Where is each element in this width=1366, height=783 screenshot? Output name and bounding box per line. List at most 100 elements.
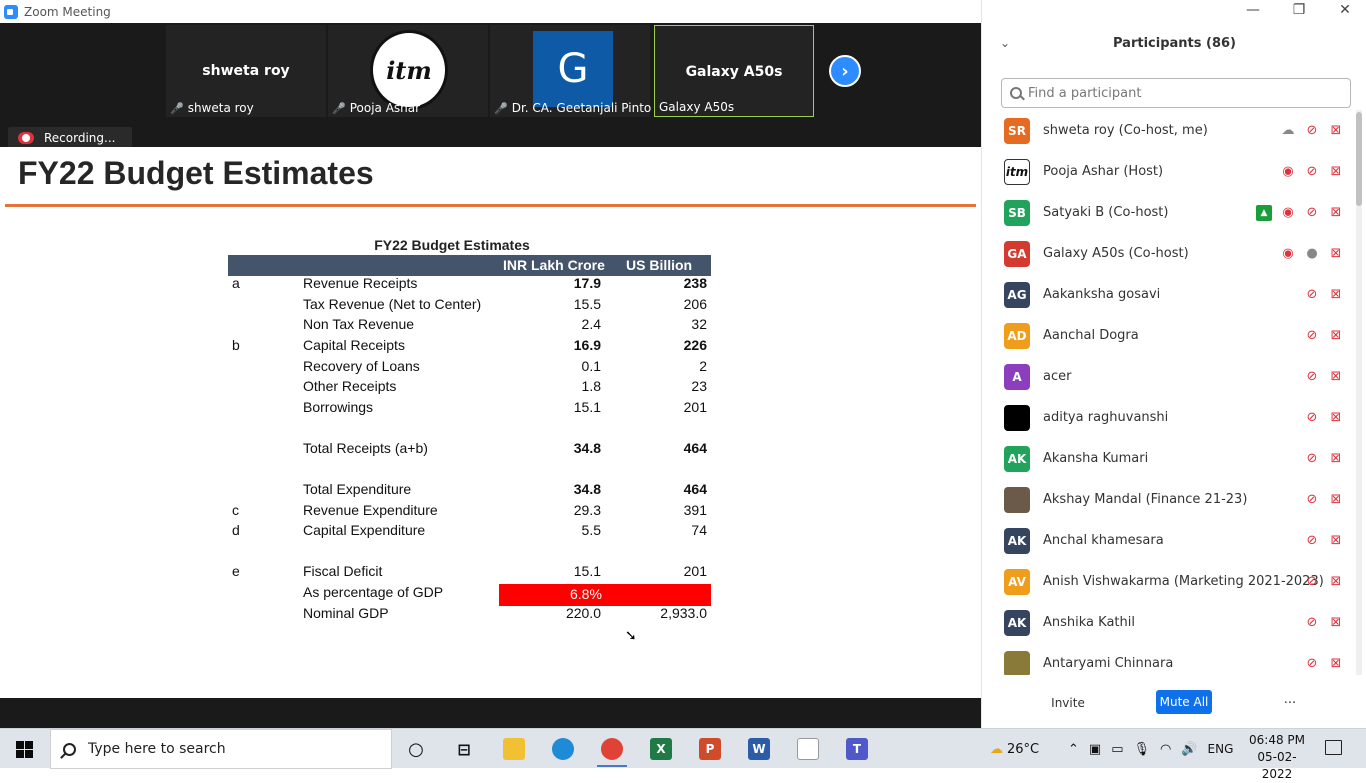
participant-row[interactable]: itm Pooja Ashar (Host) ◉ ⊘ ⊠ xyxy=(982,151,1354,192)
participant-name: Pooja Ashar (Host) xyxy=(1043,164,1164,179)
recording-indicator[interactable]: Recording... xyxy=(8,127,132,149)
participant-row[interactable]: GA Galaxy A50s (Co-host) ◉ ● ⊠ xyxy=(982,233,1354,274)
teams-icon[interactable]: T xyxy=(846,738,868,760)
mic-muted-icon: ⊘ xyxy=(1306,204,1318,220)
participant-name: Aanchal Dogra xyxy=(1043,328,1139,343)
microphone-icon[interactable]: 🎙 xyxy=(1133,741,1151,757)
taskbar-clock[interactable]: 06:48 PM 05-02-2022 xyxy=(1244,732,1310,783)
tile-label: 🎤 Dr. CA. Geetanjali Pinto xyxy=(494,101,651,115)
notepad-icon[interactable] xyxy=(797,738,819,760)
close-icon[interactable]: ✕ xyxy=(1339,2,1351,18)
table-cell: 5.5 xyxy=(581,522,601,538)
table-cell: Revenue Expenditure xyxy=(303,502,438,518)
chrome-icon[interactable] xyxy=(597,738,627,767)
table-cell: Recovery of Loans xyxy=(303,358,420,374)
participant-search-input[interactable]: Find a participant xyxy=(1001,78,1351,108)
minimize-icon[interactable]: — xyxy=(1246,2,1260,18)
participant-row[interactable]: AD Aanchal Dogra ⊘ ⊠ xyxy=(982,315,1354,356)
excel-icon[interactable]: X xyxy=(650,738,672,760)
mic-muted-icon: ⊘ xyxy=(1306,286,1318,302)
table-header: INR Lakh Crore US Billion xyxy=(228,255,711,276)
participant-scrollbar[interactable] xyxy=(1356,110,1362,675)
mic-muted-icon: ⊘ xyxy=(1306,163,1318,179)
participant-name: shweta roy (Co-host, me) xyxy=(1043,123,1208,138)
table-cell: 23 xyxy=(691,378,707,394)
panel-footer: Invite Mute All ... xyxy=(982,688,1366,716)
word-icon[interactable]: W xyxy=(748,738,770,760)
table-row: As percentage of GDP xyxy=(228,584,711,604)
table-cell: 74 xyxy=(691,522,707,538)
participant-row[interactable]: SB Satyaki B (Co-host) ▲ ◉ ⊘ ⊠ xyxy=(982,192,1354,233)
notification-icon[interactable] xyxy=(1325,740,1342,755)
chevron-up-icon[interactable]: ⌃ xyxy=(1068,741,1079,757)
participant-row[interactable]: AG Aakanksha gosavi ⊘ ⊠ xyxy=(982,274,1354,315)
window-controls: — ❐ ✕ xyxy=(1246,2,1352,18)
wifi-icon[interactable]: ◠ xyxy=(1160,741,1172,757)
participant-name: Akshay Mandal (Finance 21-23) xyxy=(1043,492,1248,507)
table-cell: d xyxy=(232,522,240,538)
table-cell: b xyxy=(232,337,240,353)
chevron-down-icon[interactable]: ⌄ xyxy=(1000,36,1011,50)
edge-icon[interactable] xyxy=(552,738,574,760)
file-explorer-icon[interactable] xyxy=(503,738,525,760)
avatar: SB xyxy=(1004,199,1030,226)
avatar: A xyxy=(1004,363,1030,390)
table-row: e Fiscal Deficit 15.1 201 xyxy=(228,563,711,583)
next-page-button[interactable]: › xyxy=(829,55,861,87)
table-cell: 201 xyxy=(683,563,707,579)
mic-muted-icon: ⊘ xyxy=(1306,491,1318,507)
participant-row[interactable]: SR shweta roy (Co-host, me) ☁ ⊘ ⊠ xyxy=(982,110,1354,151)
video-off-icon: ⊠ xyxy=(1330,286,1342,302)
participant-name: Satyaki B (Co-host) xyxy=(1043,205,1169,220)
participant-row[interactable]: AV Anish Vishwakarma (Marketing 2021-2023… xyxy=(982,561,1354,602)
participant-row[interactable]: AK Akansha Kumari ⊘ ⊠ xyxy=(982,438,1354,479)
participant-name: Anshika Kathil xyxy=(1043,615,1135,630)
search-icon xyxy=(63,742,76,756)
taskbar-search-input[interactable]: Type here to search xyxy=(50,729,392,769)
video-tile-shweta[interactable]: shweta roy 🎤 shweta roy xyxy=(166,25,326,117)
cortana-icon[interactable]: ○ xyxy=(408,738,424,760)
windows-start-icon[interactable] xyxy=(16,741,33,758)
video-tile-pooja[interactable]: itm 🎤 Pooja Ashar xyxy=(328,25,488,117)
participant-row[interactable]: Antaryami Chinnara ⊘ ⊠ xyxy=(982,643,1354,675)
participant-row[interactable]: AK Anshika Kathil ⊘ ⊠ xyxy=(982,602,1354,643)
participant-row[interactable]: AK Anchal khamesara ⊘ ⊠ xyxy=(982,520,1354,561)
slide-title: FY22 Budget Estimates xyxy=(18,155,374,191)
task-view-icon[interactable]: ⊟ xyxy=(457,739,471,759)
table-cell: Total Receipts (a+b) xyxy=(303,440,428,456)
video-thumbnail-strip: shweta roy 🎤 shweta roy itm 🎤 Pooja Asha… xyxy=(0,23,981,149)
invite-button[interactable]: Invite xyxy=(1051,696,1085,710)
table-cell: Capital Receipts xyxy=(303,337,405,353)
video-off-icon: ⊠ xyxy=(1330,614,1342,630)
volume-icon[interactable]: 🔊 xyxy=(1181,741,1198,757)
video-off-icon: ⊠ xyxy=(1330,655,1342,671)
weather-widget[interactable]: ☁ 26°C xyxy=(990,729,1039,769)
table-cell: 16.9 xyxy=(573,337,601,353)
video-tile-geetanjali[interactable]: G 🎤 Dr. CA. Geetanjali Pinto xyxy=(490,25,651,117)
table-cell: Tax Revenue (Net to Center) xyxy=(303,296,482,312)
scrollbar-thumb[interactable] xyxy=(1356,112,1362,206)
mute-all-button[interactable]: Mute All xyxy=(1156,690,1212,714)
participant-row[interactable]: aditya raghuvanshi ⊘ ⊠ xyxy=(982,397,1354,438)
video-tile-galaxy[interactable]: Galaxy A50s Galaxy A50s xyxy=(654,25,814,117)
table-cell: 29.3 xyxy=(573,502,601,518)
tile-label-text: Galaxy A50s xyxy=(659,100,735,114)
table-row: d Capital Expenditure 5.5 74 xyxy=(228,522,711,542)
video-off-icon: ⊠ xyxy=(1330,245,1342,261)
meet-icon[interactable]: ▣ xyxy=(1088,741,1102,757)
windows-taskbar: Type here to search ○ ⊟ X P W T ☁ 26°C ⌃… xyxy=(0,728,1366,781)
table-cell: 1.8 xyxy=(581,378,601,394)
powerpoint-icon[interactable]: P xyxy=(699,738,721,760)
table-cell: Revenue Receipts xyxy=(303,275,418,291)
restore-icon[interactable]: ❐ xyxy=(1292,2,1306,18)
more-button[interactable]: ... xyxy=(1283,692,1297,707)
battery-icon[interactable]: ▭ xyxy=(1111,741,1124,757)
avatar: AK xyxy=(1004,609,1030,636)
table-cell: 15.5 xyxy=(573,296,601,312)
participant-row[interactable]: Akshay Mandal (Finance 21-23) ⊘ ⊠ xyxy=(982,479,1354,520)
table-cell: 238 xyxy=(683,275,707,291)
recording-label: Recording... xyxy=(44,131,116,145)
clock-date: 05-02-2022 xyxy=(1257,750,1297,781)
language-indicator[interactable]: ENG xyxy=(1207,742,1234,756)
